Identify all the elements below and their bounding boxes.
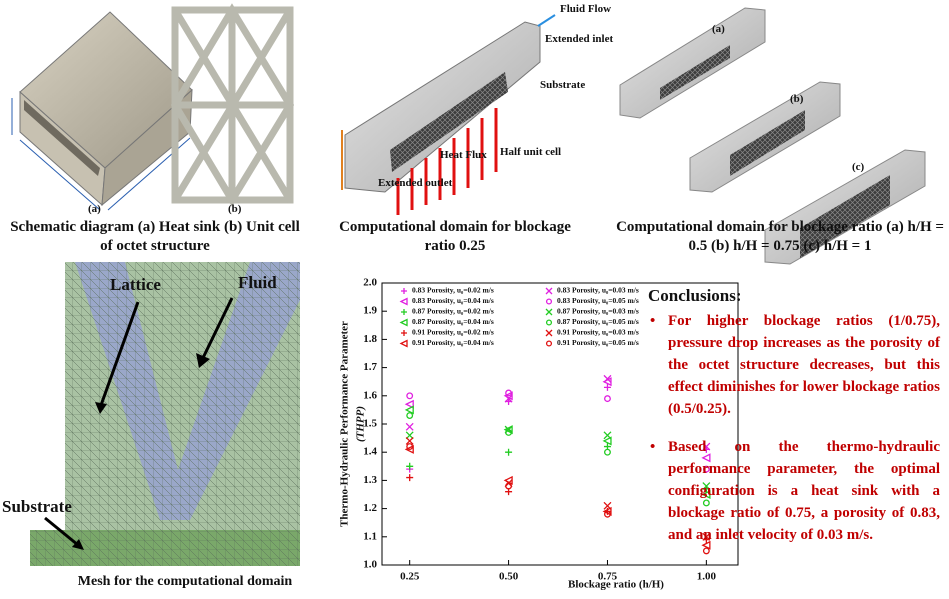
- conclusions-list: For higher blockage ratios (1/0.75), pre…: [648, 310, 940, 546]
- y-axis-label: Thermo-Hydraulic Performance Parameter: [339, 321, 351, 527]
- figure-label: Half unit cell: [500, 146, 561, 158]
- legend-label: 0.87 Porosity, u₀=0.04 m/s: [412, 317, 494, 326]
- data-point: [407, 393, 413, 399]
- y-tick-label: 1.9: [363, 305, 377, 317]
- x-tick-label: 1.00: [697, 571, 717, 583]
- figure-label: Extended inlet: [545, 33, 613, 45]
- figure-label: Lattice: [110, 275, 161, 294]
- x-tick-label: 0.25: [400, 571, 420, 583]
- conclusion-item: For higher blockage ratios (1/0.75), pre…: [668, 310, 940, 420]
- y-tick-label: 1.1: [363, 530, 377, 542]
- x-tick-label: 0.50: [499, 571, 519, 583]
- legend-marker: [546, 330, 552, 336]
- y-tick-label: 2.0: [363, 277, 377, 289]
- heat-sink-drawing: [12, 12, 192, 210]
- legend-label: 0.91 Porosity, u₀=0.03 m/s: [557, 328, 639, 337]
- y-tick-label: 1.6: [363, 389, 377, 401]
- figure-label: (b): [228, 203, 242, 215]
- data-point: [604, 432, 611, 439]
- legend-marker: [401, 309, 407, 315]
- figure-label: Fluid Flow: [560, 3, 611, 15]
- y-tick-label: 1.5: [363, 418, 377, 430]
- figure-caption: Computational domain for blockage ratio …: [615, 218, 945, 256]
- y-tick-label: 1.0: [363, 559, 377, 571]
- conclusions-heading: Conclusions:: [648, 286, 940, 306]
- data-point: [605, 396, 611, 402]
- figure-label: (b): [790, 93, 804, 105]
- y-tick-label: 1.7: [363, 361, 377, 373]
- figure-label: Substrate: [2, 497, 72, 516]
- figure-label: Substrate: [540, 79, 585, 91]
- figure-caption: Mesh for the computational domain: [60, 572, 310, 591]
- legend-marker: [547, 299, 552, 304]
- figure-caption: Computational domain for blockage ratio …: [330, 218, 580, 256]
- figure-label: (c): [852, 161, 865, 173]
- legend-marker: [547, 341, 552, 346]
- figure-label: (a): [712, 23, 725, 35]
- legend-label: 0.83 Porosity, u₀=0.03 m/s: [557, 286, 639, 295]
- legend-label: 0.87 Porosity, u₀=0.03 m/s: [557, 307, 639, 316]
- legend-label: 0.87 Porosity, u₀=0.02 m/s: [412, 307, 494, 316]
- data-point: [406, 474, 413, 481]
- data-point: [406, 423, 413, 430]
- legend-label: 0.87 Porosity, u₀=0.05 m/s: [557, 317, 639, 326]
- y-tick-label: 1.8: [363, 333, 377, 345]
- figure-label: Heat Flux: [440, 149, 487, 161]
- page: (a) (b) Fluid Flow Extended inlet Substr…: [0, 0, 949, 599]
- y-tick-label: 1.2: [363, 502, 377, 514]
- legend-marker: [401, 320, 407, 326]
- conclusions: Conclusions: For higher blockage ratios …: [648, 286, 940, 562]
- legend-marker: [401, 288, 407, 294]
- octet-cell-drawing: [175, 10, 290, 200]
- figure-label: (a): [88, 203, 101, 215]
- legend-marker: [546, 288, 552, 294]
- legend-marker: [547, 320, 552, 325]
- y-tick-label: 1.4: [363, 446, 377, 458]
- data-point: [605, 449, 611, 455]
- conclusion-item: Based on the thermo-hydraulic performanc…: [668, 436, 940, 546]
- data-point: [407, 413, 413, 419]
- legend-marker: [401, 341, 407, 347]
- legend-marker: [401, 299, 407, 305]
- legend-label: 0.91 Porosity, u₀=0.04 m/s: [412, 338, 494, 347]
- legend-label: 0.83 Porosity, u₀=0.05 m/s: [557, 296, 639, 305]
- x-tick-label: 0.75: [598, 571, 618, 583]
- legend-label: 0.83 Porosity, u₀=0.04 m/s: [412, 296, 494, 305]
- legend-label: 0.91 Porosity, u₀=0.05 m/s: [557, 338, 639, 347]
- mesh-drawing: [30, 262, 300, 566]
- figure-label: Fluid: [238, 273, 277, 292]
- data-point: [505, 449, 512, 456]
- legend-marker: [401, 330, 407, 336]
- y-tick-label: 1.3: [363, 474, 377, 486]
- legend-label: 0.91 Porosity, u₀=0.02 m/s: [412, 328, 494, 337]
- figure-label: Extended outlet: [378, 177, 453, 189]
- legend-label: 0.83 Porosity, u₀=0.02 m/s: [412, 286, 494, 295]
- legend-marker: [546, 309, 552, 315]
- figure-caption: Schematic diagram (a) Heat sink (b) Unit…: [10, 218, 300, 256]
